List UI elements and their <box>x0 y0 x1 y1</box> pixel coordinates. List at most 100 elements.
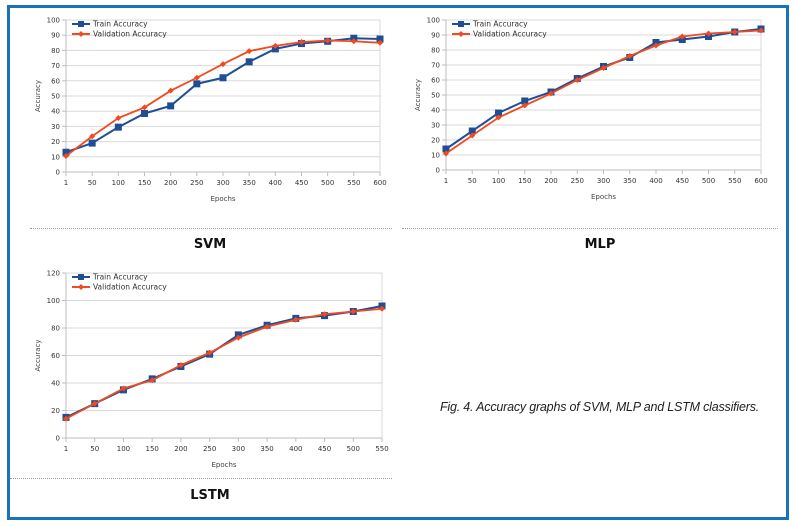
validation-accuracy-point <box>521 102 528 109</box>
x-tick-label: 600 <box>373 179 386 187</box>
x-tick-label: 100 <box>112 179 125 187</box>
mlp-chart-panel: 0 10 20 30 40 50 60 70 80 90 100 1 50 100 150 200 250 300… <box>400 12 780 217</box>
y-tick-label: 0 <box>56 435 60 443</box>
svm-divider <box>30 228 392 229</box>
mlp-divider <box>402 228 778 229</box>
lstm-chart-label: LSTM <box>190 488 230 503</box>
x-tick-label: 550 <box>347 179 360 187</box>
figure-frame <box>7 5 789 520</box>
train-accuracy-point <box>193 80 201 88</box>
validation-accuracy-point <box>679 33 686 40</box>
train-accuracy-point <box>62 148 70 156</box>
y-tick-label: 90 <box>431 32 440 40</box>
y-tick-label: 80 <box>431 47 440 55</box>
validation-accuracy-line <box>65 307 383 420</box>
y-tick-label: 20 <box>51 407 60 415</box>
x-tick-label: 50 <box>468 177 477 185</box>
y-tick-label: 80 <box>51 47 60 55</box>
validation-accuracy-point <box>350 38 357 45</box>
x-tick-label: 450 <box>295 179 308 187</box>
train-accuracy-line <box>65 37 381 154</box>
x-tick-label: 300 <box>597 177 610 185</box>
y-tick-label: 60 <box>51 352 60 360</box>
figure-caption: Fig. 4. Accuracy graphs of SVM, MLP and … <box>440 400 760 414</box>
validation-accuracy-point <box>246 48 253 55</box>
validation-accuracy-point <box>220 61 226 68</box>
x-tick-label: 1 <box>64 179 68 187</box>
y-axis-title: Accuracy <box>34 80 42 112</box>
x-tick-label: 150 <box>518 177 531 185</box>
validation-accuracy-point <box>469 132 476 139</box>
y-tick-label: 40 <box>431 107 440 115</box>
y-tick-label: 40 <box>51 380 60 388</box>
validation-accuracy-point <box>377 39 383 46</box>
validation-accuracy-point <box>115 115 122 122</box>
y-axis-title: Accuracy <box>34 340 42 372</box>
train-accuracy-point <box>141 109 148 117</box>
x-tick-label: 250 <box>190 179 203 187</box>
train-accuracy-point <box>521 97 529 105</box>
x-tick-label: 1 <box>64 445 68 453</box>
lstm-chart-panel: 0 20 40 60 80 100 120 1 50 100 150 200 250 300 350 400 4… <box>18 265 398 470</box>
x-tick-label: 1 <box>444 177 448 185</box>
validation-accuracy-point <box>63 415 69 422</box>
x-tick-label: 450 <box>318 445 331 453</box>
x-tick-label: 200 <box>164 179 177 187</box>
legend-marker <box>458 31 464 37</box>
legend-marker <box>458 21 464 27</box>
y-tick-label: 0 <box>56 169 60 177</box>
validation-accuracy-point <box>626 53 633 59</box>
x-tick-label: 400 <box>269 179 282 187</box>
validation-accuracy-point <box>443 150 449 157</box>
validation-accuracy-point <box>167 87 174 94</box>
y-tick-label: 100 <box>47 17 60 25</box>
y-tick-label: 70 <box>51 62 60 70</box>
y-tick-label: 70 <box>431 62 440 70</box>
validation-accuracy-point <box>548 90 554 97</box>
train-accuracy-point <box>495 109 502 117</box>
validation-accuracy-point <box>177 362 184 369</box>
lstm-divider <box>10 478 392 479</box>
validation-accuracy-point <box>321 311 328 318</box>
legend-marker <box>78 21 84 27</box>
train-accuracy-point <box>245 58 253 66</box>
x-axis-title: Epochs <box>211 461 236 469</box>
x-tick-label: 550 <box>728 177 741 185</box>
x-tick-label: 600 <box>754 177 767 185</box>
legend-validation-accuracy: Validation Accuracy <box>473 30 547 39</box>
y-tick-label: 120 <box>47 270 60 278</box>
validation-accuracy-line <box>445 29 762 155</box>
x-tick-label: 400 <box>649 177 662 185</box>
x-axis-title: Epochs <box>210 195 235 203</box>
x-tick-label: 50 <box>88 179 97 187</box>
y-tick-label: 60 <box>51 77 60 85</box>
validation-accuracy-point <box>379 305 385 312</box>
x-tick-label: 250 <box>571 177 584 185</box>
x-tick-label: 50 <box>90 445 99 453</box>
validation-accuracy-point <box>264 323 271 330</box>
legend-train-accuracy: Train Accuracy <box>92 20 148 29</box>
train-accuracy-point <box>468 127 476 135</box>
x-tick-label: 350 <box>260 445 273 453</box>
validation-accuracy-point <box>600 65 607 71</box>
validation-accuracy-point <box>272 42 279 49</box>
x-tick-label: 500 <box>321 179 334 187</box>
validation-accuracy-point <box>193 74 200 81</box>
train-accuracy-point <box>167 102 175 110</box>
validation-accuracy-point <box>63 153 69 160</box>
svm-chart-label: SVM <box>193 237 227 252</box>
train-accuracy-point <box>271 45 279 53</box>
train-accuracy-point <box>442 145 450 153</box>
x-tick-label: 200 <box>174 445 187 453</box>
x-tick-label: 500 <box>347 445 360 453</box>
y-tick-label: 100 <box>47 297 60 305</box>
y-tick-label: 90 <box>51 32 60 40</box>
validation-accuracy-point <box>120 385 127 392</box>
validation-accuracy-point <box>574 77 581 83</box>
train-accuracy-point <box>114 123 122 131</box>
x-tick-label: 500 <box>702 177 715 185</box>
validation-accuracy-point <box>758 27 764 34</box>
train-accuracy-line <box>65 305 383 419</box>
